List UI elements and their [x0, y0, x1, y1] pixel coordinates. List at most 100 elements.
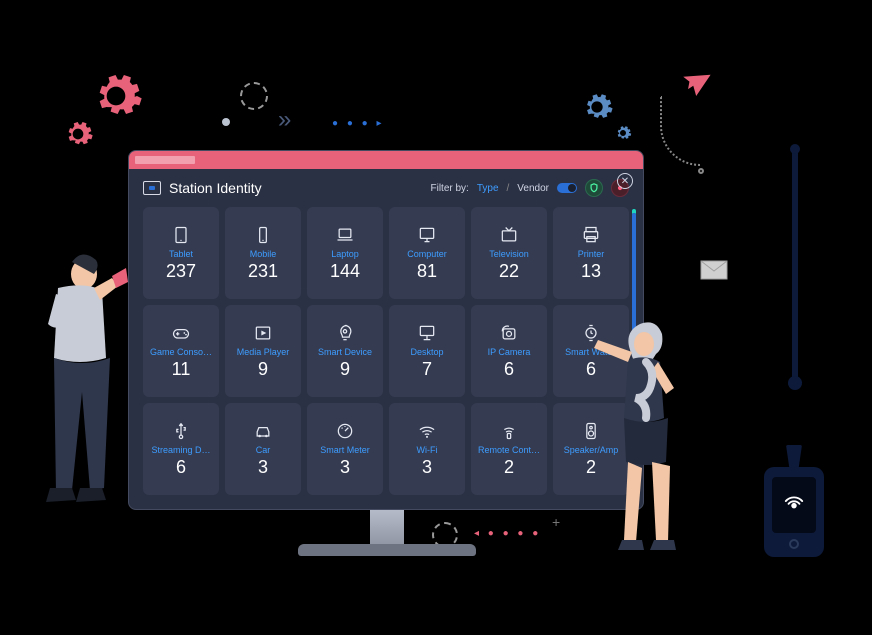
tile-count: 3 [340, 457, 350, 478]
tile-count: 6 [176, 457, 186, 478]
radio-device-icon [764, 467, 824, 557]
tile-label: Smart Meter [309, 445, 381, 455]
device-tile[interactable]: Computer 81 [389, 207, 465, 299]
device-tile[interactable]: Game Conso… 11 [143, 305, 219, 397]
tile-count: 11 [172, 359, 191, 380]
shield-badge-icon[interactable] [585, 179, 603, 197]
device-tile[interactable]: Remote Cont… 2 [471, 403, 547, 495]
mobile-icon [252, 225, 274, 245]
gear-blue-small-icon [614, 124, 632, 142]
tv-icon [498, 225, 520, 245]
chevrons-icon: » [278, 106, 287, 134]
tile-count: 237 [166, 261, 196, 282]
tile-label: Media Player [227, 347, 299, 357]
person-megaphone-illustration [18, 248, 128, 538]
gear-blue-icon [580, 90, 614, 124]
filter-label: Filter by: [430, 183, 468, 194]
gear-small-icon [62, 118, 94, 150]
device-tile[interactable]: Mobile 231 [225, 207, 301, 299]
tile-count: 231 [248, 261, 278, 282]
device-tile[interactable]: Media Player 9 [225, 305, 301, 397]
tile-label: Car [227, 445, 299, 455]
tile-count: 7 [422, 359, 432, 380]
app-header: Station Identity Filter by: Type / Vendo… [129, 169, 643, 207]
filter-toggle[interactable] [557, 183, 577, 193]
monitor-stand-base [298, 544, 476, 556]
tile-label: IP Camera [473, 347, 545, 357]
wifi-icon [416, 421, 438, 441]
device-tile[interactable]: Smart Meter 3 [307, 403, 383, 495]
monitor-stand-neck [370, 509, 404, 547]
titlebar-placeholder [135, 156, 195, 164]
dots-left-icon: ◂ ● ● ● ● [474, 528, 541, 539]
desktop-icon [416, 323, 438, 343]
device-grid: Tablet237Mobile231Laptop144Computer81Tel… [129, 207, 643, 509]
plane-path-dot-icon [698, 168, 704, 174]
device-tile[interactable]: Printer 13 [553, 207, 629, 299]
camera-icon [498, 323, 520, 343]
device-tile[interactable]: Smart Device 9 [307, 305, 383, 397]
dots-right-icon: ● ● ● ▸ [332, 118, 384, 129]
filter-vendor-link[interactable]: Vendor [517, 183, 549, 194]
remote-icon [498, 421, 520, 441]
computer-icon [416, 225, 438, 245]
tile-count: 13 [581, 261, 601, 282]
device-logo-icon [783, 491, 805, 519]
media-icon [252, 323, 274, 343]
meter-icon [334, 421, 356, 441]
tile-label: Television [473, 249, 545, 259]
close-button[interactable]: ✕ [617, 173, 633, 189]
tile-label: Computer [391, 249, 463, 259]
envelope-icon [700, 256, 728, 287]
smart-icon [334, 323, 356, 343]
antenna-joint-icon [788, 376, 802, 390]
tile-label: Mobile [227, 249, 299, 259]
tile-label: Smart Device [309, 347, 381, 357]
window-titlebar [129, 151, 643, 169]
device-tile[interactable]: Television 22 [471, 207, 547, 299]
tile-count: 3 [258, 457, 268, 478]
tile-label: Desktop [391, 347, 463, 357]
tile-count: 2 [504, 457, 514, 478]
printer-icon [580, 225, 602, 245]
tile-count: 9 [258, 359, 268, 380]
device-tile[interactable]: Desktop 7 [389, 305, 465, 397]
device-tile[interactable]: Tablet 237 [143, 207, 219, 299]
app-window: ✕ Station Identity Filter by: Type / Ven… [128, 150, 644, 510]
filter-separator: / [507, 183, 510, 194]
antenna-icon [792, 150, 798, 380]
tile-count: 9 [340, 359, 350, 380]
tile-count: 144 [330, 261, 360, 282]
tile-label: Game Conso… [145, 347, 217, 357]
app-logo-icon [143, 181, 161, 195]
tile-count: 6 [504, 359, 514, 380]
tile-count: 22 [499, 261, 519, 282]
plus-icon: + [552, 514, 560, 530]
laptop-icon [334, 225, 356, 245]
device-tile[interactable]: Wi-Fi 3 [389, 403, 465, 495]
gear-large-icon [88, 68, 144, 124]
paper-plane-icon [676, 62, 714, 100]
usb-icon [170, 421, 192, 441]
tile-label: Remote Cont… [473, 445, 545, 455]
person-presenter-illustration [582, 316, 692, 566]
device-tile[interactable]: Car 3 [225, 403, 301, 495]
device-tile[interactable]: Streaming D… 6 [143, 403, 219, 495]
game-icon [170, 323, 192, 343]
app-title: Station Identity [169, 180, 262, 196]
tablet-icon [170, 225, 192, 245]
tile-count: 81 [417, 261, 437, 282]
tile-label: Streaming D… [145, 445, 217, 455]
tile-label: Wi-Fi [391, 445, 463, 455]
device-tile[interactable]: IP Camera 6 [471, 305, 547, 397]
plane-path-icon [660, 96, 700, 166]
tile-label: Tablet [145, 249, 217, 259]
filter-type-link[interactable]: Type [477, 183, 499, 194]
car-icon [252, 421, 274, 441]
tile-count: 3 [422, 457, 432, 478]
tile-label: Printer [555, 249, 627, 259]
device-tile[interactable]: Laptop 144 [307, 207, 383, 299]
dot-small-icon [222, 118, 230, 126]
dashed-circle-icon [240, 82, 268, 110]
tile-label: Laptop [309, 249, 381, 259]
